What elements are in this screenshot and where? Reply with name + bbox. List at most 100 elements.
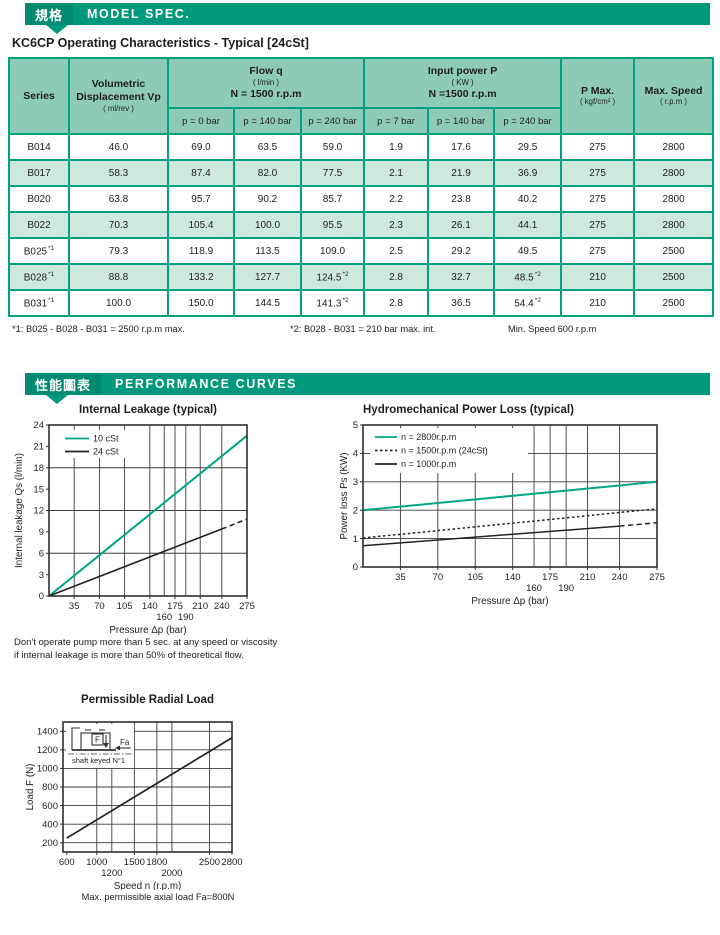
- svg-text:140: 140: [505, 572, 521, 583]
- footnote-3: Min. Speed 600 r.p.m: [508, 324, 597, 334]
- svg-text:Load F (N): Load F (N): [25, 764, 36, 811]
- svg-text:600: 600: [42, 801, 58, 812]
- svg-text:9: 9: [39, 527, 44, 538]
- table-row: B022 70.3 105.4 100.0 95.5 2.3 26.1 44.1 275 2800: [8, 211, 715, 239]
- table-row: B025*1 79.3 118.9 113.5 109.0 2.5 29.2 49.5 275 2…: [8, 237, 715, 265]
- table-cell: 32.7: [427, 263, 496, 291]
- table-cell: 2.5: [363, 237, 430, 265]
- table-cell: 87.4: [167, 159, 235, 187]
- svg-text:35: 35: [69, 601, 80, 612]
- table-cell: 2800: [633, 211, 715, 239]
- page-title: KC6CP Operating Characteristics - Typica…: [12, 36, 309, 50]
- table-cell: 105.4: [167, 211, 235, 239]
- svg-text:n = 1000r.p.m: n = 1000r.p.m: [401, 459, 456, 469]
- footnote-1: *1: B025 - B028 - B031 = 2500 r.p.m max.: [12, 324, 185, 334]
- table-row: B031*1 100.0 150.0 144.5 141.3*2 2.8 36.5 54.4*…: [8, 289, 715, 317]
- internal-leakage-chart: Internal Leakage (typical) 0 3 6 9 12 15 18 21 2…: [10, 404, 340, 638]
- performance-curves-bar-cjk-label: 性能圖表: [25, 373, 102, 395]
- table-cell: 70.3: [68, 211, 169, 239]
- series-cell: B020: [8, 185, 70, 213]
- table-cell: 23.8: [427, 185, 496, 213]
- table-cell: 2.8: [363, 263, 430, 291]
- svg-text:175: 175: [542, 572, 558, 583]
- table-cell: 2500: [633, 263, 715, 291]
- table-cell: 100.0: [68, 289, 169, 317]
- svg-text:18: 18: [33, 463, 44, 474]
- col-header-p-max: P Max. ( kgf/cm² ): [560, 57, 636, 135]
- svg-text:1: 1: [353, 534, 358, 545]
- table-cell: 49.5: [493, 237, 563, 265]
- model-spec-bar: 規格 MODEL SPEC.: [25, 3, 710, 25]
- subcol-power-7bar: p = 7 bar: [363, 107, 430, 135]
- svg-text:Fa: Fa: [120, 738, 130, 747]
- svg-text:Pressure Δp (bar): Pressure Δp (bar): [109, 625, 186, 636]
- table-cell: 59.0: [299, 133, 366, 161]
- svg-text:210: 210: [580, 572, 596, 583]
- table-cell: 36.5: [427, 289, 496, 317]
- table-cell: 29.2: [427, 237, 496, 265]
- table-cell: 113.5: [233, 237, 302, 265]
- table-cell: 69.0: [167, 133, 235, 161]
- table-cell: 275: [560, 211, 636, 239]
- table-row: B028*1 88.8 133.2 127.7 124.5*2 2.8 32.7 48.5*2…: [8, 263, 715, 291]
- radial-load-chart-title: Permissible Radial Load: [81, 694, 214, 706]
- table-cell: 54.4*2: [493, 289, 563, 317]
- axial-load-note: Max. permissible axial load Fa=800N: [81, 892, 235, 902]
- series-cell: B022: [8, 211, 70, 239]
- col-header-series: Series: [8, 57, 70, 135]
- table-cell: 44.1: [493, 211, 563, 239]
- svg-text:35: 35: [395, 572, 406, 583]
- svg-text:210: 210: [192, 601, 208, 612]
- table-cell: 40.2: [493, 185, 563, 213]
- svg-text:3: 3: [39, 570, 44, 581]
- table-cell: 2500: [633, 237, 715, 265]
- table-footnotes: *1: B025 - B028 - B031 = 2500 r.p.m max.…: [0, 324, 720, 338]
- svg-text:4: 4: [353, 449, 358, 460]
- table-cell: 124.5*2: [299, 263, 366, 291]
- table-cell: 63.8: [68, 185, 169, 213]
- svg-text:2000: 2000: [161, 868, 182, 879]
- svg-text:15: 15: [33, 484, 44, 495]
- table-cell: 58.3: [68, 159, 169, 187]
- svg-text:105: 105: [467, 572, 483, 583]
- subcol-power-140bar: p = 140 bar: [427, 107, 496, 135]
- footnote-2: *2: B028 - B031 = 210 bar max. int.: [290, 324, 436, 334]
- svg-text:1200: 1200: [37, 745, 58, 756]
- svg-text:140: 140: [142, 601, 158, 612]
- table-cell: 2500: [633, 289, 715, 317]
- table-cell: 36.9: [493, 159, 563, 187]
- svg-text:24: 24: [33, 420, 44, 431]
- table-cell: 127.7: [233, 263, 302, 291]
- table-cell: 144.5: [233, 289, 302, 317]
- table-cell: 2800: [633, 133, 715, 161]
- svg-text:1800: 1800: [146, 857, 167, 868]
- svg-text:2: 2: [353, 505, 358, 516]
- table-cell: 2800: [633, 185, 715, 213]
- svg-text:2800: 2800: [221, 857, 242, 868]
- table-cell: 95.7: [167, 185, 235, 213]
- table-cell: 2800: [633, 159, 715, 187]
- series-cell: B025*1: [8, 237, 70, 265]
- subcol-flow-140bar: p = 140 bar: [233, 107, 302, 135]
- svg-text:0: 0: [353, 562, 358, 573]
- svg-text:70: 70: [94, 601, 105, 612]
- table-cell: 95.5: [299, 211, 366, 239]
- table-cell: 133.2: [167, 263, 235, 291]
- svg-text:190: 190: [558, 583, 574, 594]
- table-cell: 26.1: [427, 211, 496, 239]
- table-cell: 79.3: [68, 237, 169, 265]
- table-cell: 2.1: [363, 159, 430, 187]
- svg-text:160: 160: [156, 612, 172, 623]
- model-spec-bar-pointer: [46, 25, 68, 34]
- svg-text:200: 200: [42, 838, 58, 849]
- svg-text:shaft keyed N°1: shaft keyed N°1: [72, 756, 125, 765]
- table-cell: 2.3: [363, 211, 430, 239]
- col-group-input-power: Input power P ( KW ) N =1500 r.p.m: [363, 57, 563, 109]
- table-cell: 90.2: [233, 185, 302, 213]
- svg-text:24 cSt: 24 cSt: [93, 447, 119, 457]
- table-row: B014 46.0 69.0 63.5 59.0 1.9 17.6 29.5 275 2800: [8, 133, 715, 161]
- svg-text:F: F: [95, 736, 100, 745]
- svg-text:3: 3: [353, 477, 358, 488]
- svg-text:0: 0: [39, 591, 44, 602]
